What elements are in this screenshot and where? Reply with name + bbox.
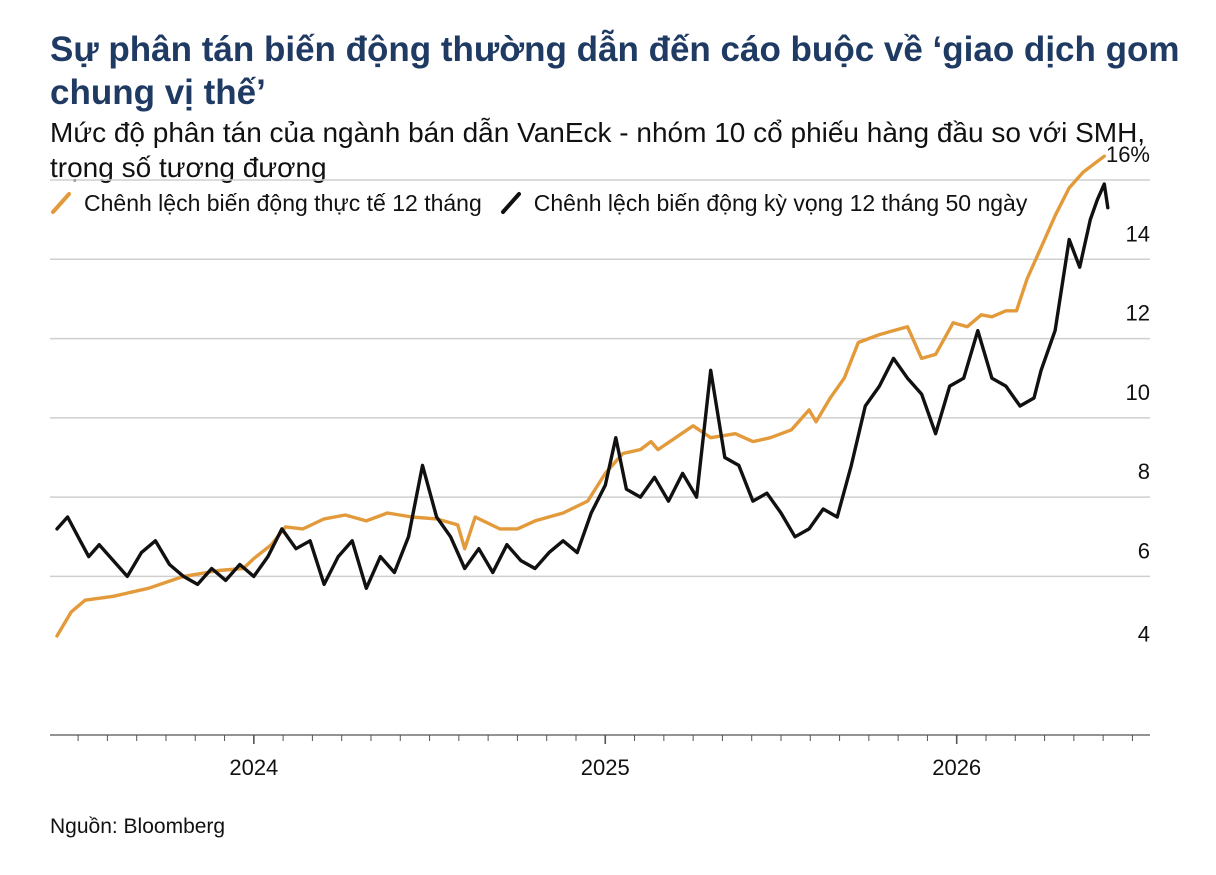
chart-subtitle: Mức độ phân tán của ngành bán dẫn VanEck… — [50, 117, 1146, 183]
y-tick-label-14: 14 — [1126, 221, 1150, 246]
legend-item-implied: Chênh lệch biến động kỳ vọng 12 tháng 50… — [500, 189, 1028, 217]
legend-swatch-realized — [51, 192, 71, 214]
y-tick-label-10: 10 — [1126, 380, 1150, 405]
x-tick-label-2024: 2024 — [229, 755, 278, 780]
legend-label-implied: Chênh lệch biến động kỳ vọng 12 tháng 50… — [533, 189, 1028, 216]
x-tick-label-2026: 2026 — [932, 755, 981, 780]
y-tick-label-16: 16% — [1106, 142, 1150, 167]
y-tick-label-6: 6 — [1138, 538, 1150, 563]
y-tick-label-12: 12 — [1126, 301, 1150, 326]
legend-label-realized: Chênh lệch biến động thực tế 12 tháng — [84, 189, 482, 216]
y-tick-label-8: 8 — [1138, 459, 1150, 484]
source-note: Nguồn: Bloomberg — [50, 815, 226, 838]
y-tick-label-4: 4 — [1138, 622, 1150, 647]
chart-legend: Chênh lệch biến động thực tế 12 tháng Ch… — [50, 187, 1045, 219]
implied-volatility-line — [55, 182, 1110, 590]
chart-title: Sự phân tán biến động thường dẫn đến cáo… — [50, 30, 1180, 112]
legend-swatch-implied — [500, 192, 521, 214]
x-tick-label-2025: 2025 — [581, 755, 630, 780]
legend-item-realized: Chênh lệch biến động thực tế 12 tháng — [50, 190, 482, 217]
